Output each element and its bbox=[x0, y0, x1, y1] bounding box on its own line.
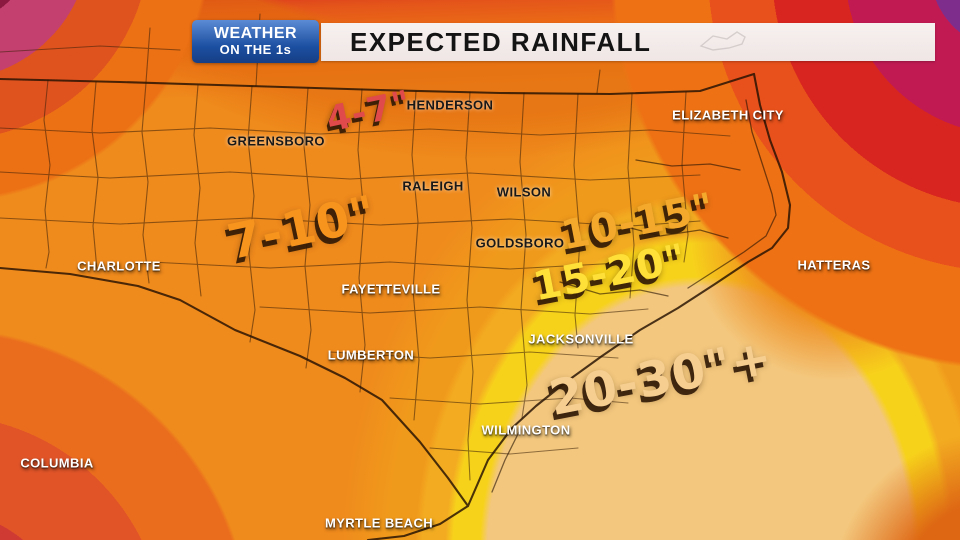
city-label-raleigh: RALEIGH bbox=[402, 178, 464, 194]
nc-outline-sketch-icon bbox=[699, 31, 746, 51]
city-label-charlotte: CHARLOTTE bbox=[77, 258, 161, 274]
city-label-hatteras: HATTERAS bbox=[797, 257, 871, 273]
city-label-jacksonville: JACKSONVILLE bbox=[528, 331, 634, 347]
badge-line2: ON THE 1s bbox=[219, 42, 292, 58]
city-label-greensboro: GREENSBORO bbox=[227, 133, 325, 149]
city-label-wilson: WILSON bbox=[496, 184, 552, 200]
city-label-fayetteville: FAYETTEVILLE bbox=[341, 281, 441, 297]
city-label-columbia: COLUMBIA bbox=[20, 455, 94, 471]
city-label-henderson: HENDERSON bbox=[406, 97, 494, 113]
city-label-elizabeth-city: ELIZABETH CITY bbox=[672, 107, 784, 123]
city-label-goldsboro: GOLDSBORO bbox=[475, 235, 565, 251]
city-label-wilmington: WILMINGTON bbox=[481, 422, 571, 438]
city-label-lumberton: LUMBERTON bbox=[327, 347, 415, 363]
weather-on-the-1s-badge: WEATHER ON THE 1s bbox=[192, 20, 319, 63]
title-banner: EXPECTED RAINFALL bbox=[321, 23, 935, 61]
page-title: EXPECTED RAINFALL bbox=[350, 26, 652, 57]
city-label-myrtle-beach: MYRTLE BEACH bbox=[324, 515, 434, 531]
badge-line1: WEATHER bbox=[213, 25, 298, 43]
